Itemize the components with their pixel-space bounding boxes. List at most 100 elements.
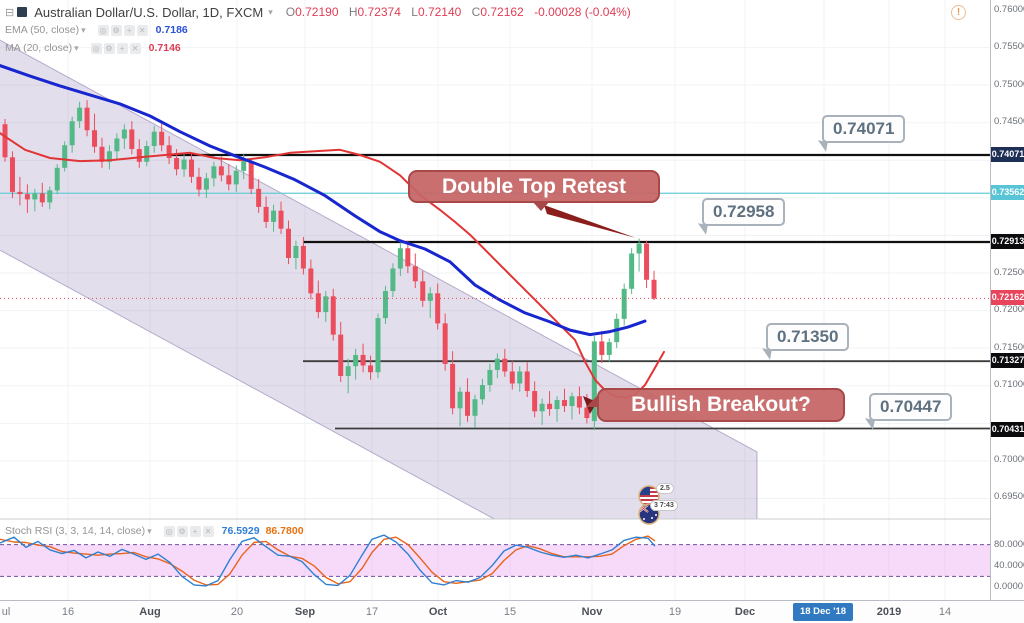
chevron-down-icon[interactable]: ▾ <box>74 42 79 53</box>
callout-tail-icon <box>863 418 875 430</box>
time-tick: 2019 <box>876 606 902 618</box>
low-value: 0.72140 <box>417 5 462 19</box>
gear-icon[interactable]: ⚙ <box>176 525 188 537</box>
indicator-buttons: ◎ ⚙ + ✕ <box>90 42 143 54</box>
plus-icon[interactable]: + <box>123 24 135 36</box>
open-label: O <box>285 5 296 19</box>
time-tick: Sep <box>294 606 316 618</box>
symbol-title[interactable]: Australian Dollar/U.S. Dollar, 1D, FXCM <box>34 4 264 20</box>
indicator-row-ema50: EMA (50, close) ▾ ◎ ⚙ + ✕ 0.7186 <box>5 21 631 39</box>
callout-tail-icon <box>816 140 828 152</box>
close-icon[interactable]: ✕ <box>202 525 214 537</box>
gear-icon[interactable]: ⚙ <box>103 42 115 54</box>
candlesticks-layer <box>2 100 657 431</box>
ema50-label[interactable]: EMA (50, close) <box>5 24 80 36</box>
stoch-rsi-label[interactable]: Stoch RSI (3, 3, 14, 14, close) <box>5 525 146 537</box>
time-axis[interactable]: ul 16 Aug 20 Sep 17 Oct 15 Nov 19 Dec 2019 14 18 Dec … <box>0 600 1024 623</box>
time-tick: Aug <box>139 606 161 618</box>
price-callout-label[interactable]: 0.74071 <box>816 115 906 152</box>
alert-icon[interactable]: ! <box>951 5 966 20</box>
chevron-down-icon[interactable]: ▾ <box>147 525 152 536</box>
price-badge: 0.70431 <box>991 422 1024 437</box>
eye-icon[interactable]: ◎ <box>97 24 109 36</box>
close-icon[interactable]: ✕ <box>129 42 141 54</box>
ema50-line[interactable] <box>0 64 647 337</box>
trend-channel[interactable] <box>0 38 758 520</box>
chart-legend: ⊟ Australian Dollar/U.S. Dollar, 1D, FXC… <box>5 3 631 57</box>
time-tick: 17 <box>365 606 379 618</box>
callout-tail-icon <box>760 348 772 360</box>
indicator-buttons: ◎ ⚙ + ✕ <box>97 24 150 36</box>
price-badge: 0.72162 <box>991 290 1024 305</box>
close-value: 0.72162 <box>480 5 524 19</box>
gear-icon[interactable]: ⚙ <box>110 24 122 36</box>
time-tick: 16 <box>61 606 75 618</box>
time-tick: 15 <box>503 606 517 618</box>
ma20-label[interactable]: MA (20, close) <box>5 42 73 54</box>
stoch-k-value: 76.5929 <box>221 525 260 537</box>
time-tick: 19 <box>668 606 682 618</box>
stoch-rsi-legend: Stoch RSI (3, 3, 14, 14, close) ▾ ◎ ⚙ + … <box>5 522 304 540</box>
chevron-down-icon[interactable]: ▾ <box>268 6 273 17</box>
time-tick: 14 <box>938 606 952 618</box>
high-label: H <box>348 5 358 19</box>
close-icon[interactable]: ✕ <box>136 24 148 36</box>
price-tick: 0.0000 <box>994 581 1024 592</box>
plus-icon[interactable]: + <box>189 525 201 537</box>
indicator-row-ma20: MA (20, close) ▾ ◎ ⚙ + ✕ 0.7146 <box>5 39 631 57</box>
price-tick: 40.0000 <box>994 560 1024 571</box>
time-tick: Oct <box>428 606 448 618</box>
chart-type-icon[interactable] <box>17 7 28 17</box>
stoch-d-line <box>0 535 656 586</box>
time-tick: 20 <box>230 606 244 618</box>
stoch-band <box>0 544 990 577</box>
high-value: 0.72374 <box>357 5 401 19</box>
bullish-breakout-label[interactable]: Bullish Breakout? <box>586 388 845 422</box>
stoch-k-line <box>0 534 656 587</box>
price-callout-label[interactable]: 0.72958 <box>696 198 786 235</box>
collapse-icon[interactable]: ⊟ <box>5 6 15 19</box>
change-value: -0.00028 (-0.04%) <box>534 5 631 19</box>
time-tick: Nov <box>581 606 603 618</box>
double-top-retest-label[interactable]: Double Top Retest <box>408 170 660 211</box>
ohlc-values: O0.72190 H0.72374 L0.72140 C0.72162 -0.0… <box>279 5 631 19</box>
price-tick: 80.0000 <box>994 539 1024 550</box>
price-badge: 0.74071 <box>991 147 1024 162</box>
selected-date-badge[interactable]: 18 Dec '18 <box>793 603 853 621</box>
event-count-badge: 3 7:43 <box>650 500 678 511</box>
symbol-row: ⊟ Australian Dollar/U.S. Dollar, 1D, FXC… <box>5 3 631 21</box>
price-chart-canvas[interactable] <box>0 0 990 600</box>
double-top-arrow[interactable] <box>544 205 636 238</box>
price-callout-label[interactable]: 0.70447 <box>863 393 953 430</box>
time-tick: ul <box>1 606 11 618</box>
time-tick: Dec <box>734 606 756 618</box>
open-value: 0.72190 <box>295 5 339 19</box>
plus-icon[interactable]: + <box>116 42 128 54</box>
ma20-value: 0.7146 <box>148 42 181 54</box>
stoch-d-value: 86.7800 <box>265 525 304 537</box>
price-badge: 0.73562 <box>991 185 1024 200</box>
eye-icon[interactable]: ◎ <box>163 525 175 537</box>
ema50-value: 0.7186 <box>155 24 188 36</box>
low-label: L <box>411 5 418 19</box>
eye-icon[interactable]: ◎ <box>90 42 102 54</box>
chevron-down-icon[interactable]: ▾ <box>81 24 86 35</box>
price-callout-label[interactable]: 0.71350 <box>760 323 850 360</box>
event-count-badge: 2.5 <box>656 483 674 494</box>
callout-tail-icon <box>696 223 708 235</box>
price-badge: 0.71327 <box>991 353 1024 368</box>
price-tick: 0.69500 <box>994 491 1024 502</box>
price-badge: 0.72913 <box>991 234 1024 249</box>
indicator-buttons: ◎ ⚙ + ✕ <box>163 525 216 537</box>
